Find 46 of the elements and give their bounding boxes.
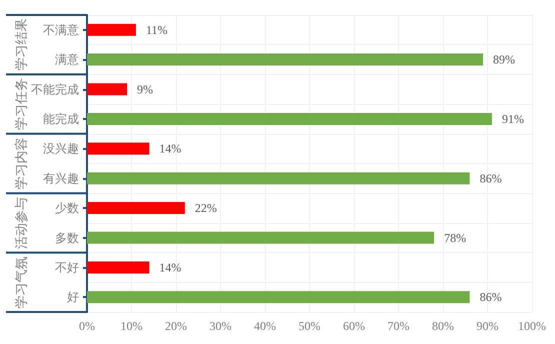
bar [87, 202, 185, 214]
bar [87, 112, 492, 125]
x-tick-label: 0% [79, 319, 95, 333]
data-label: 14% [159, 260, 182, 274]
data-label: 9% [137, 82, 154, 96]
x-tick-label: 60% [343, 319, 365, 333]
x-tick-label: 90% [476, 319, 498, 333]
text: 学习结果 [14, 18, 30, 71]
x-tick-label: 70% [388, 319, 410, 333]
y-tick-label: 有兴趣 [43, 171, 79, 186]
data-label: 78% [444, 230, 466, 245]
y-tick-label: 不满意 [43, 22, 79, 37]
bar [87, 83, 128, 96]
bar [87, 54, 484, 66]
text: 活动参与 [14, 196, 30, 249]
data-label: 91% [502, 112, 524, 126]
text: 学习气氛 [14, 256, 30, 308]
y-tick-label: 不能完成 [31, 82, 79, 96]
data-label: 86% [480, 290, 502, 304]
bar [87, 142, 150, 155]
x-tick-label: 10% [120, 319, 142, 333]
bar [87, 232, 434, 244]
x-tick-label: 80% [432, 319, 454, 333]
data-label: 89% [493, 52, 516, 67]
text: 学习内容 [14, 138, 30, 190]
x-tick-label: 20% [165, 319, 187, 333]
y-tick-label: 多数 [55, 230, 79, 245]
y-tick-label: 没兴趣 [43, 142, 79, 156]
x-tick-label: 50% [298, 319, 320, 333]
x-tick-label: 100% [518, 319, 546, 333]
text: 学习任务 [14, 78, 30, 130]
y-tick-label: 满意 [55, 52, 79, 67]
x-tick-label: 40% [254, 319, 276, 333]
bar [87, 291, 470, 304]
data-label: 14% [159, 142, 182, 156]
x-tick-label: 30% [210, 319, 232, 333]
data-label: 86% [480, 171, 502, 186]
data-label: 22% [194, 201, 217, 216]
bar [87, 172, 470, 184]
y-tick-label: 不好 [55, 260, 79, 274]
y-tick-label: 少数 [55, 201, 79, 216]
y-tick-label: 能完成 [43, 112, 79, 126]
bar [87, 261, 150, 274]
bar [87, 24, 136, 36]
y-tick-label: 好 [67, 290, 79, 304]
data-label: 11% [146, 22, 168, 37]
